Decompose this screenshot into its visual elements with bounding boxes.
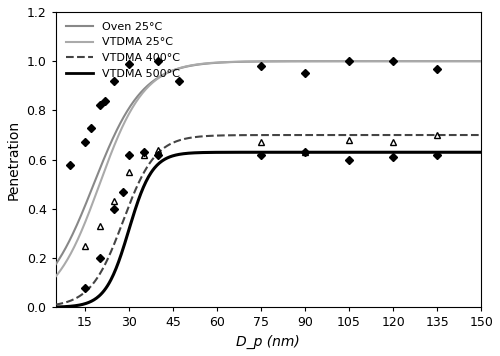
X-axis label: D_p (nm): D_p (nm) xyxy=(236,335,300,349)
Legend: Oven 25°C, VTDMA 25°C, VTDMA 400°C, VTDMA 500°C: Oven 25°C, VTDMA 25°C, VTDMA 400°C, VTDM… xyxy=(61,17,184,83)
Y-axis label: Penetration: Penetration xyxy=(7,120,21,200)
